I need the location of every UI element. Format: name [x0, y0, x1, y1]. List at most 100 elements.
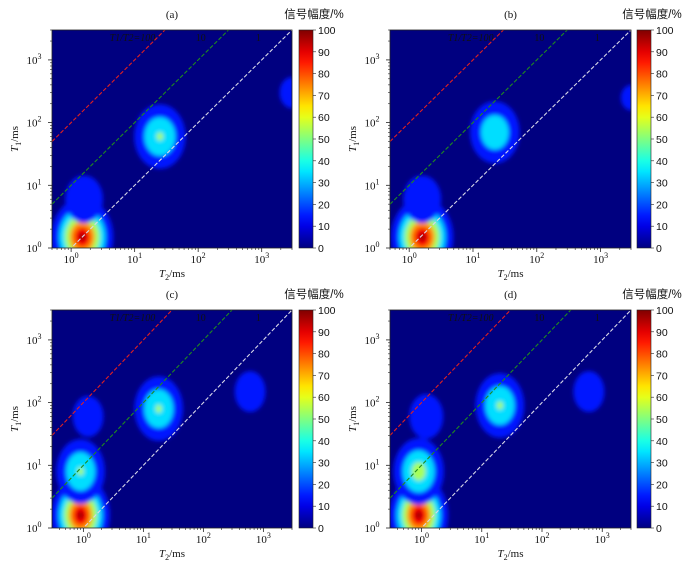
- ratio-label-100: T1/T2=100: [448, 33, 494, 44]
- x-tick-label: 100: [402, 251, 417, 266]
- ratio-line-100: [52, 30, 166, 142]
- colorbar-tick-label: 0: [656, 523, 662, 535]
- peak-4-contour-3: [155, 404, 162, 413]
- peak-3-contour-1: [72, 396, 104, 437]
- colorbar-tick-label: 70: [318, 90, 330, 102]
- ratio-line-100: [390, 30, 505, 142]
- ratio-line-1: [408, 30, 631, 248]
- colorbar-title: 信号幅度/%: [284, 287, 343, 301]
- colorbar-tick-label: 100: [656, 25, 674, 37]
- ratio-label-1: 1: [256, 313, 261, 324]
- peak-4-contour-3: [496, 401, 503, 410]
- peak-3-contour-1: [409, 394, 444, 439]
- x-tick-label: 102: [535, 531, 550, 546]
- panel-label: (b): [504, 9, 517, 21]
- x-axis-label: T2/ms: [159, 548, 185, 562]
- colorbar-tick-label: 10: [318, 501, 330, 513]
- y-tick-label: 101: [27, 457, 42, 472]
- colorbar-tick-label: 20: [318, 479, 330, 491]
- ratio-label-10: 10: [534, 33, 544, 44]
- ratio-label-100: T1/T2=100: [110, 313, 156, 324]
- colorbar-tick-label: 70: [656, 370, 668, 382]
- colorbar-tick-label: 10: [318, 221, 330, 233]
- y-tick-label: 103: [27, 332, 42, 347]
- peak-3-contour-2: [481, 115, 509, 150]
- plot-frame: [389, 29, 632, 249]
- x-tick-label: 100: [414, 531, 429, 546]
- panel-label: (c): [166, 289, 179, 301]
- y-axis-label: T1/ms: [9, 406, 23, 432]
- colorbar-tick-label: 50: [318, 414, 330, 426]
- peak-1-contour-6: [77, 511, 84, 520]
- x-tick-label: 103: [256, 531, 271, 546]
- panel-d: T1/T2=100 10 1100100101101102102103103T2/m…: [347, 287, 682, 562]
- colorbar-tick-label: 20: [656, 199, 668, 211]
- ratio-line-100: [390, 310, 512, 436]
- colorbar: [636, 309, 652, 529]
- colorbar-tick-label: 80: [656, 349, 668, 361]
- x-tick-label: 103: [593, 251, 608, 266]
- peak-1-contour-6: [419, 233, 426, 241]
- colorbar-tick-label: 100: [318, 305, 336, 317]
- colorbar-tick-label: 50: [656, 134, 668, 146]
- colorbar-tick-label: 100: [656, 305, 674, 317]
- panel-label: (a): [166, 9, 179, 21]
- colorbar-tick-label: 40: [656, 436, 668, 448]
- colorbar-tick-label: 90: [656, 47, 668, 59]
- ratio-label-1: 1: [595, 313, 600, 324]
- panel-b: T1/T2=100 10 1100100101101102102103103T2/m…: [347, 7, 682, 282]
- y-tick-label: 100: [27, 520, 42, 535]
- colorbar-tick-label: 70: [318, 370, 330, 382]
- colorbar-tick-label: 40: [318, 436, 330, 448]
- ratio-label-10: 10: [196, 33, 206, 44]
- colorbar-tick-label: 80: [318, 349, 330, 361]
- ratio-label-1: 1: [595, 33, 600, 44]
- ratio-label-100: T1/T2=100: [110, 33, 156, 44]
- colorbar-tick-label: 90: [318, 47, 330, 59]
- colorbar-title: 信号幅度/%: [622, 7, 681, 21]
- plot-frame: [51, 29, 293, 249]
- ratio-line-1: [420, 310, 631, 528]
- colorbar-tick-label: 30: [318, 178, 330, 190]
- y-tick-label: 100: [365, 520, 380, 535]
- ratio-label-100: T1/T2=100: [448, 313, 494, 324]
- x-tick-label: 101: [127, 251, 142, 266]
- ratio-line-10: [52, 310, 233, 499]
- ratio-line-1: [82, 310, 292, 528]
- y-tick-label: 102: [27, 395, 42, 410]
- colorbar-tick-label: 30: [318, 458, 330, 470]
- colorbar-tick-label: 60: [318, 392, 330, 404]
- ratio-label-10: 10: [196, 313, 206, 324]
- y-tick-label: 103: [365, 332, 380, 347]
- y-tick-label: 102: [365, 395, 380, 410]
- y-tick-label: 103: [365, 52, 380, 67]
- peak-5-contour-1: [573, 371, 605, 413]
- peak-2-contour-3: [77, 467, 84, 476]
- x-axis-label: T2/ms: [497, 268, 523, 282]
- peak-4-contour-1: [620, 85, 631, 111]
- x-tick-label: 102: [529, 251, 544, 266]
- colorbar-tick-label: 0: [318, 523, 324, 535]
- colorbar: [298, 29, 314, 249]
- x-tick-label: 101: [136, 531, 151, 546]
- y-tick-label: 102: [365, 115, 380, 130]
- peak-2-contour-3: [411, 462, 426, 481]
- ratio-line-10: [52, 30, 230, 205]
- colorbar-tick-label: 100: [318, 25, 336, 37]
- y-tick-label: 101: [365, 177, 380, 192]
- colorbar: [636, 29, 652, 249]
- y-tick-label: 103: [27, 52, 42, 67]
- ratio-line-1: [70, 30, 292, 248]
- colorbar-tick-label: 80: [656, 69, 668, 81]
- colorbar-tick-label: 60: [318, 112, 330, 124]
- x-tick-label: 101: [474, 531, 489, 546]
- y-tick-label: 100: [27, 240, 42, 255]
- y-axis-label: T1/ms: [347, 406, 361, 432]
- colorbar-tick-label: 0: [656, 243, 662, 255]
- colorbar-tick-label: 60: [656, 112, 668, 124]
- ratio-label-10: 10: [534, 313, 544, 324]
- colorbar-tick-label: 40: [656, 156, 668, 168]
- peak-1-contour-6: [415, 511, 422, 520]
- colorbar-tick-label: 90: [656, 327, 668, 339]
